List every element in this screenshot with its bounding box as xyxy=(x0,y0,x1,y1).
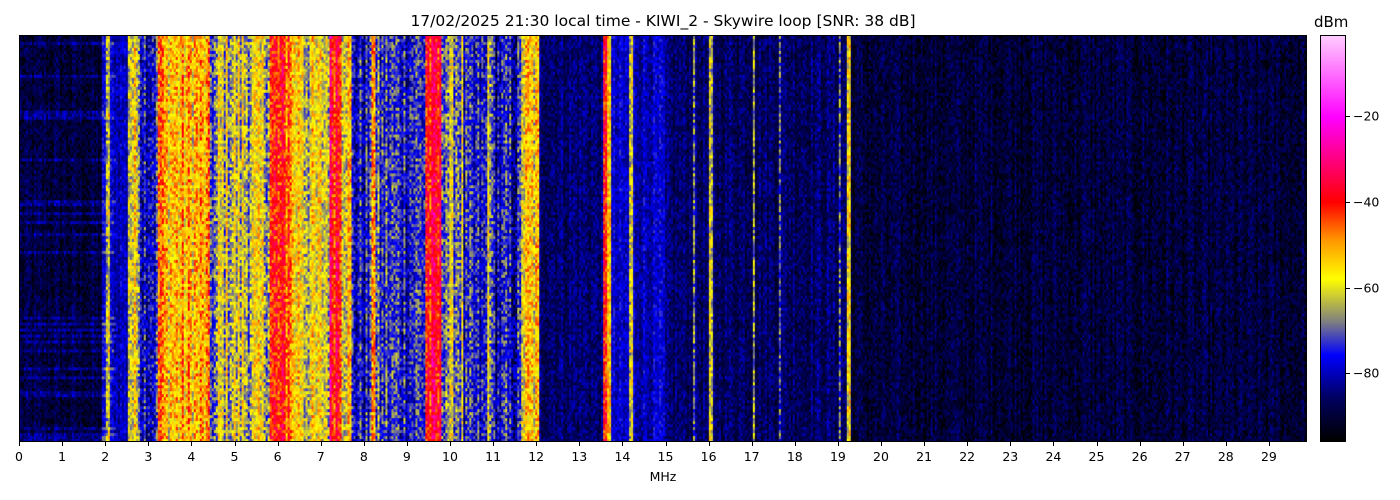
x-tick-mark xyxy=(881,442,882,446)
x-tick-label: 17 xyxy=(743,449,760,464)
x-tick-mark xyxy=(1096,442,1098,446)
chart-title: 17/02/2025 21:30 local time - KIWI_2 - S… xyxy=(410,12,916,30)
x-tick-label: 10 xyxy=(442,449,458,464)
x-tick-mark xyxy=(794,442,796,446)
colorbar-tick-label: −40 xyxy=(1353,194,1380,210)
waterfall-heatmap xyxy=(20,36,1306,441)
x-tick-mark xyxy=(665,442,667,446)
x-tick-label: 26 xyxy=(1131,449,1148,464)
x-tick-mark xyxy=(493,442,495,446)
x-tick-label: 25 xyxy=(1088,449,1105,464)
colorbar-tick-mark xyxy=(1346,202,1350,204)
x-tick-mark xyxy=(967,442,969,446)
x-tick-label: 24 xyxy=(1045,449,1062,464)
x-tick-label: 5 xyxy=(230,449,239,464)
x-tick-label: 3 xyxy=(144,449,153,464)
x-tick-label: 0 xyxy=(15,449,23,464)
colorbar-tick-mark xyxy=(1346,373,1350,375)
x-tick-label: 18 xyxy=(786,449,803,464)
x-tick-label: 13 xyxy=(571,449,588,464)
x-tick-label: 14 xyxy=(614,449,631,464)
x-tick-mark xyxy=(363,442,365,446)
x-tick-label: 8 xyxy=(359,449,368,464)
x-tick-mark xyxy=(579,442,581,446)
x-tick-label: 29 xyxy=(1260,449,1277,464)
x-tick-label: 4 xyxy=(187,449,196,464)
x-tick-mark xyxy=(924,442,926,446)
colorbar xyxy=(1320,35,1346,442)
x-tick-mark xyxy=(751,442,753,446)
x-tick-mark xyxy=(1010,442,1012,446)
x-tick-label: 1 xyxy=(58,449,67,464)
x-tick-label: 15 xyxy=(657,449,674,464)
colorbar-tick-label: −80 xyxy=(1353,365,1380,381)
x-tick-label: 2 xyxy=(101,449,110,464)
x-tick-mark xyxy=(148,442,150,446)
x-axis-label: MHz xyxy=(649,469,677,484)
x-tick-label: 20 xyxy=(873,449,889,464)
x-tick-label: 6 xyxy=(273,449,282,464)
colorbar-tick-mark xyxy=(1346,287,1350,289)
x-tick-label: 16 xyxy=(700,449,717,464)
x-tick-label: 21 xyxy=(916,449,933,464)
colorbar-gradient xyxy=(1321,36,1345,441)
x-tick-mark xyxy=(1182,442,1184,446)
x-tick-mark xyxy=(837,442,839,446)
x-tick-mark xyxy=(622,442,624,446)
x-tick-label: 11 xyxy=(485,449,502,464)
x-tick-mark xyxy=(406,442,408,446)
x-tick-mark xyxy=(320,442,322,446)
x-tick-mark xyxy=(1225,442,1227,446)
x-tick-label: 23 xyxy=(1002,449,1019,464)
x-tick-mark xyxy=(19,442,20,446)
x-tick-mark xyxy=(277,442,279,446)
x-tick-mark xyxy=(234,442,236,446)
x-tick-mark xyxy=(708,442,710,446)
waterfall-plot-area xyxy=(19,35,1307,442)
colorbar-tick-label: −60 xyxy=(1353,280,1380,296)
x-tick-label: 22 xyxy=(959,449,976,464)
x-tick-mark xyxy=(191,442,193,446)
x-tick-mark xyxy=(1053,442,1055,446)
x-tick-label: 19 xyxy=(829,449,846,464)
x-tick-mark xyxy=(105,442,107,446)
x-tick-mark xyxy=(536,442,538,446)
x-tick-label: 27 xyxy=(1174,449,1191,464)
x-tick-label: 28 xyxy=(1217,449,1234,464)
colorbar-tick-label: −20 xyxy=(1353,108,1380,124)
x-tick-mark xyxy=(1139,442,1141,446)
colorbar-label: dBm xyxy=(1314,13,1349,31)
x-tick-label: 9 xyxy=(402,449,411,464)
x-tick-mark xyxy=(62,442,64,446)
x-tick-label: 12 xyxy=(528,449,545,464)
x-tick-mark xyxy=(1268,442,1270,446)
colorbar-tick-mark xyxy=(1346,116,1350,118)
x-axis: 0 1 2 3 4 5 6 7 8 9 10 11 12 13 14 15 16 17 18 19 20 21 22 23 24… xyxy=(15,442,1307,472)
x-tick-mark xyxy=(450,442,451,446)
x-tick-label: 7 xyxy=(316,449,325,464)
